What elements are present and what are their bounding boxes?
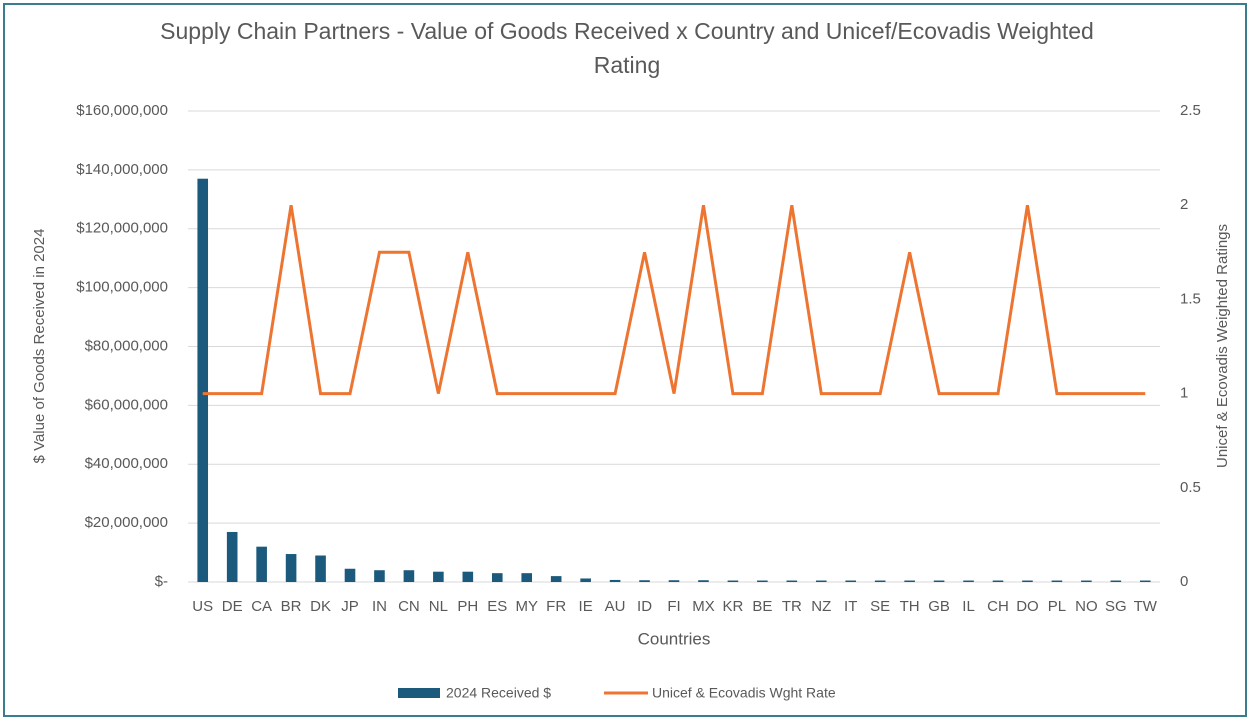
bar bbox=[845, 580, 857, 582]
y2-tick-label: 0.5 bbox=[1180, 479, 1201, 496]
bar bbox=[285, 554, 297, 582]
bar bbox=[550, 576, 562, 582]
x-tick-label: DO bbox=[1016, 598, 1039, 615]
x-tick-label: ID bbox=[637, 598, 652, 615]
bar bbox=[256, 546, 267, 582]
bar bbox=[1022, 580, 1033, 582]
bar bbox=[874, 580, 886, 582]
y2-tick-label: 0 bbox=[1180, 573, 1188, 590]
x-tick-label: BR bbox=[281, 598, 302, 615]
x-tick-label: NZ bbox=[811, 598, 831, 615]
bar bbox=[1139, 580, 1151, 582]
x-tick-label: GB bbox=[928, 598, 950, 615]
bar bbox=[757, 580, 768, 582]
y2-tick-label: 1.5 bbox=[1180, 290, 1201, 307]
x-tick-label: ES bbox=[487, 598, 507, 615]
bar bbox=[1051, 580, 1063, 582]
y-tick-label: $160,000,000 bbox=[76, 102, 168, 119]
bar bbox=[992, 580, 1004, 582]
y-tick-label: $40,000,000 bbox=[85, 455, 168, 472]
y-tick-label: $20,000,000 bbox=[85, 514, 168, 531]
legend-swatch bbox=[398, 688, 440, 698]
bar bbox=[491, 573, 503, 582]
x-tick-label: IE bbox=[579, 598, 593, 615]
bar bbox=[580, 578, 591, 582]
bar bbox=[963, 580, 974, 582]
y-tick-label: $100,000,000 bbox=[76, 279, 168, 296]
x-tick-label: CH bbox=[987, 598, 1009, 615]
line bbox=[202, 204, 1146, 396]
x-tick-label: TR bbox=[782, 598, 802, 615]
bar bbox=[374, 570, 385, 582]
x-tick-label: MX bbox=[692, 598, 715, 615]
x-tick-label: MY bbox=[515, 598, 538, 615]
y-tick-label: $- bbox=[155, 573, 168, 590]
x-tick-label: BE bbox=[752, 598, 772, 615]
y-axis-title: $ Value of Goods Received in 2024 bbox=[31, 229, 48, 464]
bar bbox=[786, 580, 798, 582]
x-tick-label: DE bbox=[222, 598, 243, 615]
x-tick-label: AU bbox=[605, 598, 626, 615]
bar bbox=[403, 570, 415, 582]
bar bbox=[933, 580, 945, 582]
legend-label: 2024 Received $ bbox=[446, 685, 551, 701]
x-tick-label: FI bbox=[667, 598, 680, 615]
x-tick-label: SE bbox=[870, 598, 890, 615]
x-tick-label: IN bbox=[372, 598, 387, 615]
bar bbox=[668, 580, 680, 582]
bar bbox=[815, 580, 827, 582]
bar bbox=[904, 580, 915, 582]
bar bbox=[727, 580, 739, 582]
y-tick-label: $120,000,000 bbox=[76, 220, 168, 237]
bar bbox=[521, 573, 533, 582]
y2-axis-title: Unicef & Ecovadis Weighted Ratings bbox=[1214, 224, 1231, 468]
y2-tick-label: 1 bbox=[1180, 385, 1188, 402]
x-tick-label: FR bbox=[546, 598, 566, 615]
x-tick-label: IL bbox=[962, 598, 975, 615]
y2-tick-label: 2.5 bbox=[1180, 102, 1201, 119]
frame bbox=[3, 3, 1247, 717]
y-tick-label: $80,000,000 bbox=[85, 337, 168, 354]
bar bbox=[433, 571, 444, 582]
bar bbox=[698, 580, 709, 582]
chart-title: Supply Chain Partners - Value of Goods R… bbox=[160, 18, 1094, 78]
x-tick-label: NL bbox=[429, 598, 448, 615]
x-tick-label: NO bbox=[1075, 598, 1098, 615]
x-tick-label: JP bbox=[341, 598, 359, 615]
bar bbox=[197, 178, 209, 583]
x-tick-label: CA bbox=[251, 598, 272, 615]
x-tick-label: CN bbox=[398, 598, 420, 615]
x-tick-label: TH bbox=[900, 598, 920, 615]
bar bbox=[1110, 580, 1122, 582]
x-tick-label: KR bbox=[722, 598, 743, 615]
bar bbox=[639, 580, 650, 582]
x-tick-label: DK bbox=[310, 598, 331, 615]
x-axis-title: Countries bbox=[638, 629, 711, 648]
x-tick-label: US bbox=[192, 598, 213, 615]
y2-tick-label: 2 bbox=[1180, 196, 1188, 213]
x-tick-label: IT bbox=[844, 598, 857, 615]
y-tick-label: $60,000,000 bbox=[85, 396, 168, 413]
legend-label: Unicef & Ecovadis Wght Rate bbox=[652, 685, 836, 701]
bar bbox=[1081, 580, 1092, 582]
x-tick-label: PH bbox=[457, 598, 478, 615]
x-tick-label: SG bbox=[1105, 598, 1127, 615]
bar bbox=[462, 571, 474, 582]
bar bbox=[226, 531, 238, 582]
y-tick-label: $140,000,000 bbox=[76, 161, 168, 178]
bar bbox=[609, 579, 621, 582]
x-tick-label: TW bbox=[1134, 598, 1158, 615]
bar bbox=[344, 568, 356, 582]
x-tick-label: PL bbox=[1048, 598, 1066, 615]
bar bbox=[315, 555, 326, 582]
